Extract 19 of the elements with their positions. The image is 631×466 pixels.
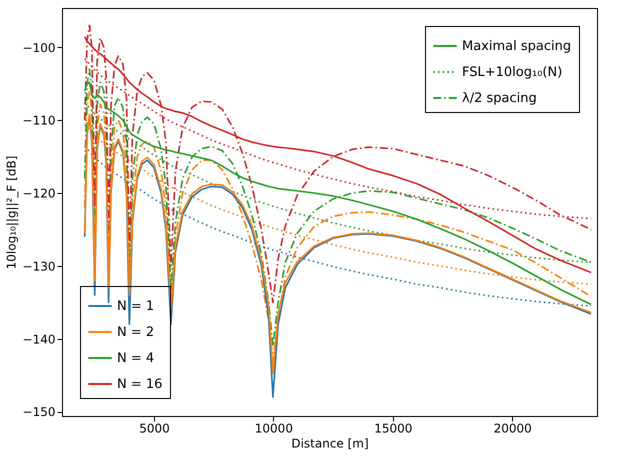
legend-label: FSL+10log₁₀(N) (462, 65, 562, 80)
x-axis-title: Distance [m] (291, 436, 369, 450)
y-tick-label: −100 (22, 40, 56, 55)
x-tick-label: 15000 (374, 422, 412, 436)
y-tick-label: −140 (22, 332, 56, 346)
annotation: Maximal spacing (462, 39, 572, 54)
y-tick-label: −110 (22, 114, 56, 128)
y-tick-label: −130 (22, 259, 56, 274)
y-tick-label: −150 (22, 405, 56, 420)
legend-label: N = 16 (117, 377, 162, 392)
y-axis-title: 10log₁₀||g||²_F [dB] (4, 156, 19, 270)
x-tick-label: 10000 (254, 422, 293, 436)
x-tick-label: 5000 (139, 422, 170, 436)
legend-label: N = 4 (117, 351, 154, 366)
legend-label: λ/2 spacing (462, 91, 537, 106)
legend-label: N = 1 (117, 299, 154, 314)
y-tick-label: −120 (22, 186, 56, 201)
legend-label: N = 2 (117, 325, 154, 340)
x-tick-label: 20000 (494, 422, 532, 436)
